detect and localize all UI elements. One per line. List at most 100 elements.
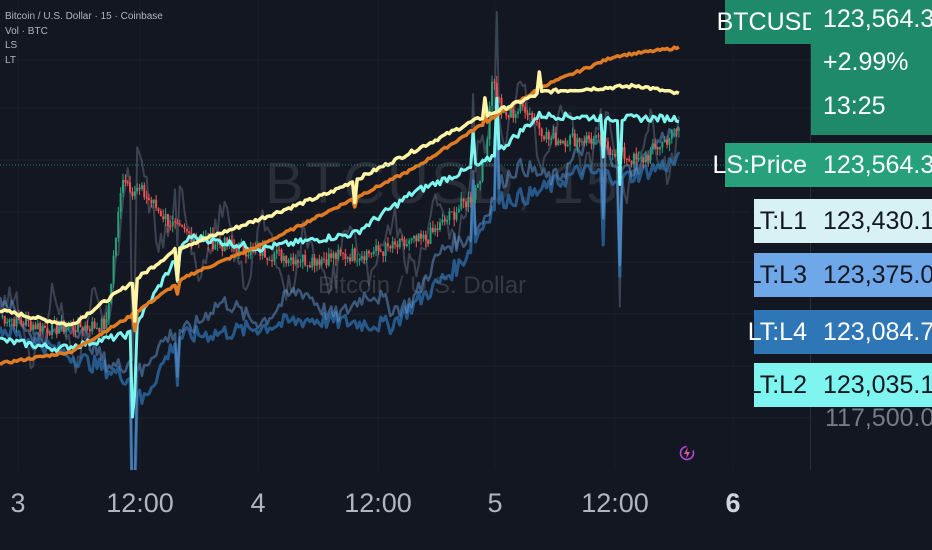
candle-body	[368, 251, 371, 254]
candle-body	[77, 319, 80, 332]
candle-body	[140, 185, 143, 190]
candle-body	[550, 138, 553, 140]
candle-body	[677, 128, 680, 131]
legend-lt[interactable]: LT	[5, 54, 16, 66]
candle-body	[498, 97, 501, 99]
candle-body	[285, 255, 288, 264]
candle-body	[48, 333, 51, 335]
candle-body	[263, 247, 266, 258]
candle-body	[148, 198, 151, 200]
candle-body	[531, 113, 534, 121]
chart-area[interactable]: BTCUSD, 15 Bitcoin / U.S. Dollar Bitcoin…	[0, 0, 810, 470]
legend-volume[interactable]: Vol · BTC	[5, 25, 48, 37]
candle-body	[84, 325, 87, 331]
replay-icon[interactable]	[678, 444, 696, 462]
candle-body	[245, 252, 248, 257]
candle-body	[62, 320, 65, 333]
candle-body	[491, 81, 494, 107]
tag-value-lt-l2: 123,035.14	[811, 363, 932, 407]
tag-label-lt-l3: LT:L3	[748, 253, 811, 297]
price-change-percent: +2.99%	[823, 48, 909, 76]
candle-body	[266, 257, 269, 261]
candle-body	[566, 144, 569, 147]
candle-body	[100, 318, 103, 332]
candle-body	[20, 319, 23, 323]
candle-body	[308, 265, 311, 268]
candle-body	[320, 258, 323, 265]
candle-body	[136, 187, 139, 192]
candle-body	[301, 254, 304, 262]
candle-body	[628, 158, 631, 161]
price-chart[interactable]	[0, 0, 810, 470]
candle-body	[379, 250, 382, 252]
legend-ls[interactable]: LS	[5, 40, 18, 51]
candle-body	[512, 109, 515, 118]
candle-body	[22, 322, 25, 326]
series-line-lt-l3	[0, 87, 680, 470]
symbol-tag-label: BTCUSD	[716, 7, 820, 36]
candle-body	[495, 82, 498, 98]
candle-body	[644, 155, 647, 163]
candle-body	[614, 154, 617, 157]
candle-body	[342, 252, 344, 254]
time-label: 6	[725, 488, 741, 518]
series-line-yellow	[0, 70, 680, 327]
candle-body	[528, 113, 531, 115]
candle-body	[211, 233, 214, 250]
candle-body	[209, 233, 212, 244]
candle-body	[455, 212, 458, 220]
candle-body	[152, 199, 155, 204]
candle-body	[521, 102, 524, 107]
candle-body	[476, 183, 479, 188]
candle-body	[535, 120, 538, 123]
tag-label-lt-l4: LT:L4	[748, 310, 811, 354]
candle-body	[438, 222, 441, 231]
candle-body	[275, 249, 278, 254]
candle-body	[569, 135, 572, 145]
candle-body	[15, 314, 18, 327]
candle-body	[507, 115, 510, 118]
candle-body	[138, 187, 141, 190]
candle-body	[181, 224, 184, 227]
time-axis[interactable]: 3 12:00 4 12:00 5 12:00 6	[0, 470, 932, 550]
bar-countdown: 13:25	[823, 92, 886, 120]
candle-body	[500, 97, 503, 113]
candle-body	[545, 131, 548, 140]
candle-body	[216, 241, 219, 245]
candle-body	[8, 319, 11, 322]
candle-body	[204, 235, 207, 237]
candle-body	[159, 211, 162, 217]
candle-body	[268, 259, 271, 261]
candle-body	[93, 321, 96, 329]
candle-body	[119, 192, 122, 212]
candle-body	[472, 199, 475, 203]
candle-body	[372, 251, 375, 255]
candle-body	[124, 179, 127, 183]
symbol-price-tag: BTCUSD	[717, 0, 819, 44]
candle-body	[493, 81, 496, 83]
candle-body	[590, 139, 593, 144]
candle-body	[552, 132, 555, 139]
price-scale[interactable]: BTCUSD 123,564.30 +2.99% 13:25 LS:Price1…	[713, 0, 932, 470]
candle-body	[207, 235, 210, 244]
candle-body	[297, 260, 300, 263]
candle-body	[91, 321, 94, 332]
series-line-lt-l2	[0, 96, 680, 419]
candle-body	[580, 141, 583, 143]
candle-body	[10, 319, 13, 321]
chart-legend: Bitcoin / U.S. Dollar · 15 · Coinbase Vo…	[5, 10, 163, 68]
candle-body	[287, 260, 290, 264]
candle-body	[637, 158, 640, 160]
candle-body	[365, 251, 368, 261]
candle-body	[323, 258, 326, 260]
candle-body	[311, 257, 314, 268]
candle-body	[450, 211, 453, 213]
candle-body	[488, 106, 491, 140]
candle-body	[79, 319, 82, 328]
candle-body	[377, 245, 380, 251]
legend-symbol[interactable]: Bitcoin / U.S. Dollar · 15 · Coinbase	[5, 11, 163, 22]
candle-body	[420, 233, 423, 239]
candle-body	[465, 201, 468, 208]
candle-body	[164, 214, 167, 220]
candle-body	[304, 254, 307, 266]
